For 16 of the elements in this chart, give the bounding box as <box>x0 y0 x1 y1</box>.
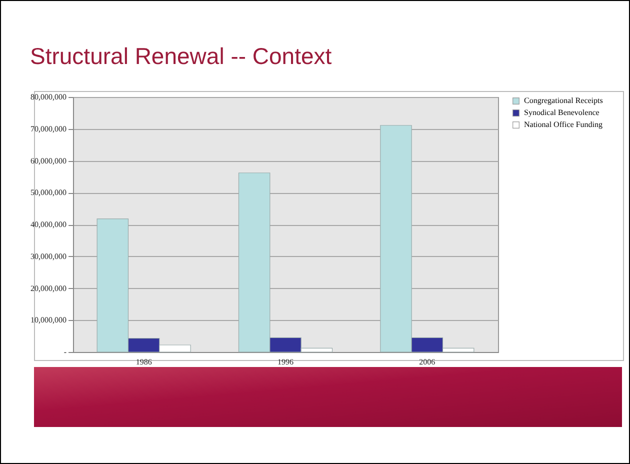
y-tick-label: 60,000,000 <box>30 156 66 166</box>
y-tick-label: 30,000,000 <box>30 252 66 261</box>
chart-title: Structural Renewal -- Context <box>30 43 332 69</box>
legend-label: National Office Funding <box>524 120 603 129</box>
y-tick-label: 80,000,000 <box>30 92 66 102</box>
x-tick-label: 2006 <box>419 358 436 366</box>
y-tick-label: 20,000,000 <box>30 284 66 293</box>
y-tick-label: 70,000,000 <box>30 124 66 134</box>
y-tick-label: 10,000,000 <box>30 316 66 325</box>
x-tick-label: 1996 <box>278 358 294 366</box>
y-tick-label: - <box>64 348 67 356</box>
legend-label: Synodical Benevolence <box>524 108 600 117</box>
x-tick-label: 1986 <box>136 358 152 366</box>
legend-label: Congregational Receipts <box>524 96 603 105</box>
y-tick-label: 40,000,000 <box>30 220 66 229</box>
y-tick-label: 50,000,000 <box>30 188 66 198</box>
